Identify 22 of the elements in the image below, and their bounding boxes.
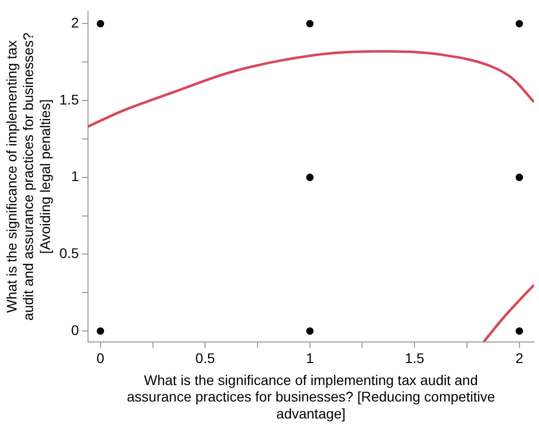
point <box>306 20 314 28</box>
y-tick-label: 2 <box>71 14 80 31</box>
x-tick-label: 0.5 <box>195 350 216 366</box>
y-tick-label: 0 <box>71 322 80 338</box>
point <box>516 20 524 28</box>
x-axis-title: What is the significance of implementing tax audit and assurance practices for businesses? [Reducing competitive advantage] <box>126 372 496 422</box>
line-series <box>482 284 534 342</box>
x-tick-label: 2 <box>515 350 524 366</box>
point <box>516 174 524 182</box>
point <box>306 174 314 182</box>
y-tick-label: 0.5 <box>59 245 80 262</box>
x-tick-label: 1 <box>306 350 314 366</box>
y-tick-label: 1 <box>71 168 80 184</box>
point <box>306 327 314 335</box>
point <box>96 327 104 335</box>
point <box>516 327 524 335</box>
x-tick-label: 0 <box>96 350 105 366</box>
line-series <box>88 50 534 128</box>
y-tick-label: 1.5 <box>59 91 80 108</box>
point <box>96 20 104 28</box>
x-tick-label: 1.5 <box>404 350 425 366</box>
y-axis-title: What is the significance of implementing tax audit and assurance practices for businesses? [Avoiding legal penalties] <box>3 32 53 321</box>
